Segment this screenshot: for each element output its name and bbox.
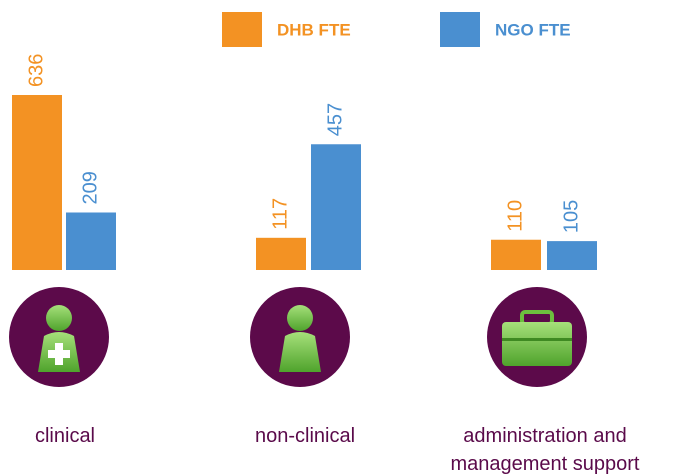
- legend-label: NGO FTE: [495, 20, 571, 39]
- icon-briefcase: [487, 287, 587, 387]
- value-label: 110: [504, 200, 526, 232]
- bar: [256, 237, 306, 270]
- bar: [547, 241, 597, 270]
- bar: [491, 239, 541, 270]
- legend-swatch: [222, 12, 262, 47]
- bar: [311, 144, 361, 270]
- bar: [66, 212, 116, 270]
- value-label: 209: [79, 171, 101, 204]
- value-label: 636: [25, 54, 47, 87]
- icon-clinical: [9, 287, 109, 387]
- value-label: 105: [560, 200, 582, 233]
- category-label: clinical: [34, 425, 96, 447]
- legend-label: DHB FTE: [277, 20, 351, 39]
- value-label: 457: [324, 103, 346, 136]
- value-label: 117: [269, 198, 291, 230]
- category-label: administration and management support: [450, 425, 640, 475]
- icon-non-clinical: [250, 287, 350, 387]
- category-label: non-clinical: [254, 425, 356, 447]
- legend-swatch: [440, 12, 480, 47]
- bar: [12, 95, 62, 270]
